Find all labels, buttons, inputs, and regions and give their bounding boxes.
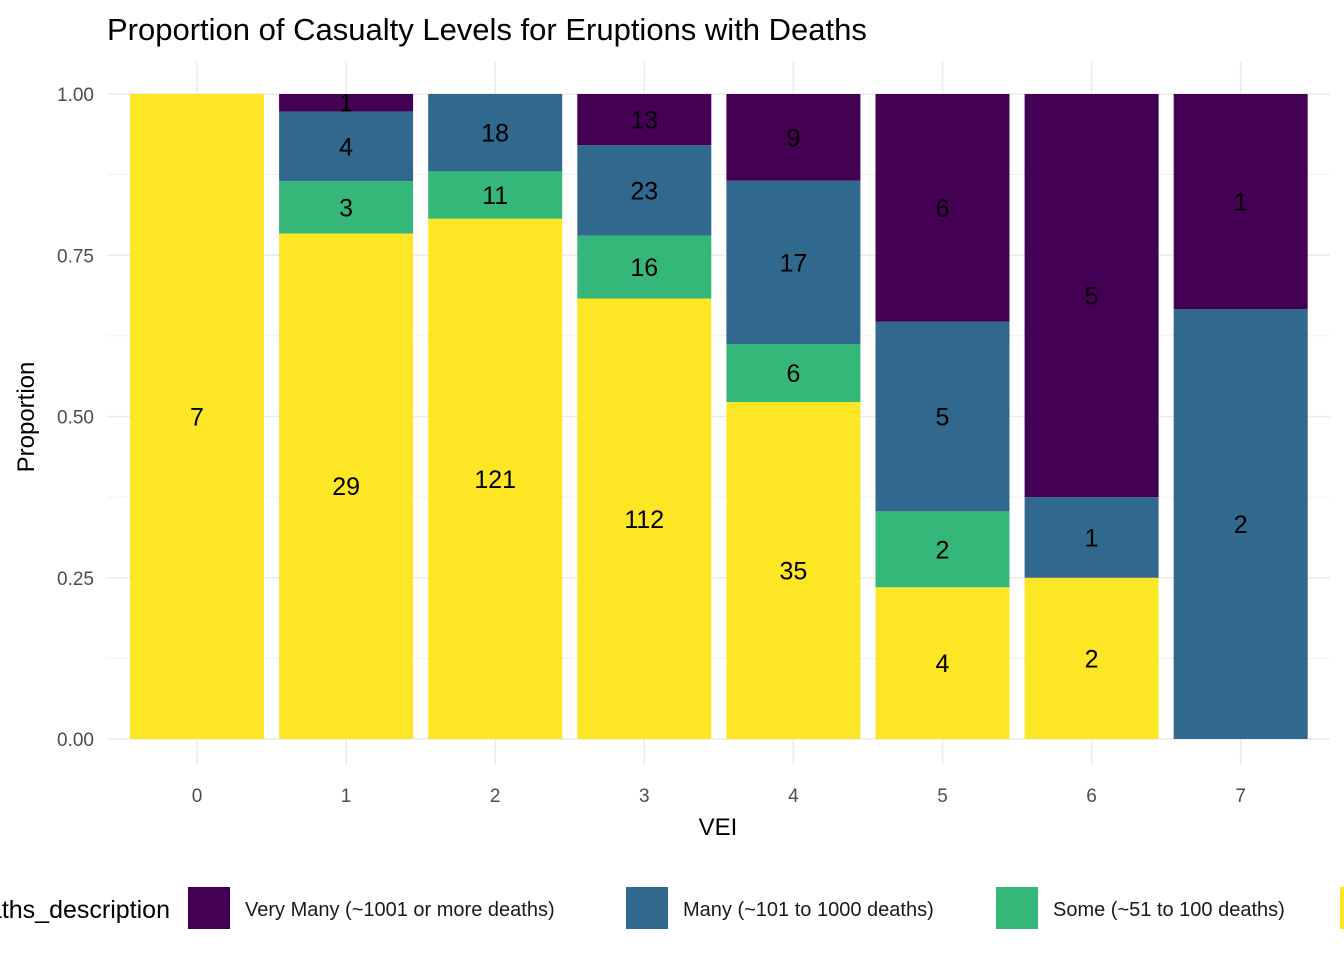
bar-segment-label: 16 bbox=[630, 254, 658, 282]
bar-segment-label: 4 bbox=[936, 650, 950, 678]
bar-segment bbox=[1024, 94, 1159, 498]
x-tick-label: 1 bbox=[341, 786, 352, 807]
legend-key bbox=[996, 887, 1038, 929]
bar-segment bbox=[1024, 497, 1159, 578]
bar-segment bbox=[279, 94, 414, 112]
legend-title: deaths_description bbox=[0, 896, 170, 924]
bar-segment bbox=[428, 218, 563, 739]
y-tick-label: 0.75 bbox=[57, 246, 94, 267]
x-axis-title: VEI bbox=[699, 814, 738, 841]
bar-segment bbox=[726, 402, 861, 739]
bar-segment bbox=[279, 111, 414, 182]
legend: deaths_description Very Many (~1001 or m… bbox=[0, 887, 1344, 929]
bar-segment bbox=[279, 181, 414, 234]
bar-segment bbox=[1173, 309, 1308, 739]
x-tick-label: 7 bbox=[1235, 786, 1246, 807]
bar-segment-label: 5 bbox=[1085, 283, 1099, 311]
x-tick-label: 4 bbox=[788, 786, 799, 807]
legend-label: Very Many (~1001 or more deaths) bbox=[245, 899, 555, 921]
legend-key bbox=[1340, 887, 1344, 929]
bar-segment-label: 121 bbox=[474, 466, 516, 494]
bar-segment bbox=[875, 321, 1010, 512]
y-tick-label: 0.00 bbox=[57, 730, 94, 751]
x-tick-label: 2 bbox=[490, 786, 501, 807]
bar-segment-label: 17 bbox=[779, 249, 807, 277]
bar-segment-label: 7 bbox=[190, 404, 204, 432]
bar-segment bbox=[428, 171, 563, 219]
bar-segment-label: 1 bbox=[1085, 524, 1099, 552]
bar-segment-label: 11 bbox=[482, 182, 508, 210]
bar-segment-label: 2 bbox=[1085, 645, 1099, 673]
bar-segment-label: 6 bbox=[936, 195, 950, 223]
bar-segment-label: 2 bbox=[936, 536, 950, 564]
y-tick-label: 0.25 bbox=[57, 569, 94, 590]
bar-segment-label: 18 bbox=[481, 120, 509, 148]
y-tick-label: 1.00 bbox=[57, 85, 94, 106]
bar-segment-label: 2 bbox=[1234, 511, 1248, 539]
legend-key bbox=[626, 887, 668, 929]
x-tick-label: 5 bbox=[937, 786, 948, 807]
bar-segment-label: 9 bbox=[786, 124, 800, 152]
bar-segment bbox=[577, 145, 712, 236]
x-tick-label: 3 bbox=[639, 786, 650, 807]
bar-segment-label: 3 bbox=[339, 194, 353, 222]
x-tick-label: 6 bbox=[1086, 786, 1097, 807]
legend-key bbox=[188, 887, 230, 929]
bar-segment bbox=[875, 587, 1010, 739]
bar-segment-label: 6 bbox=[786, 360, 800, 388]
bar-segment bbox=[428, 94, 563, 172]
bar-segment bbox=[726, 94, 861, 181]
bar-segment bbox=[577, 235, 712, 299]
bar-segment bbox=[726, 180, 861, 345]
bar-labels: 7 29 3 4 1 121 11 18 112 16 23 13 35 6 17 9 4 2 5 6 2 1 5 2 1 bbox=[190, 90, 1248, 678]
y-tick-label: 0.50 bbox=[57, 408, 94, 429]
bar-segment-label: 1 bbox=[1234, 189, 1248, 217]
bar-segment-label: 5 bbox=[936, 404, 950, 432]
bar-segment-label: 1 bbox=[339, 90, 353, 118]
legend-label: Some (~51 to 100 deaths) bbox=[1053, 899, 1285, 921]
bar-segment-label: 13 bbox=[630, 107, 658, 135]
bar-segment bbox=[1173, 94, 1308, 309]
bar-segment-label: 4 bbox=[339, 133, 353, 161]
bar-segment bbox=[875, 511, 1010, 588]
bar-segment bbox=[1024, 577, 1159, 739]
bar-segment bbox=[577, 94, 712, 146]
legend-label: Many (~101 to 1000 deaths) bbox=[683, 899, 934, 921]
bar-segment bbox=[130, 94, 264, 739]
bar-segment-label: 112 bbox=[624, 506, 664, 534]
bar-segment-label: 35 bbox=[779, 558, 807, 586]
bar-segment-label: 29 bbox=[332, 473, 360, 501]
chart-title: Proportion of Casualty Levels for Erupti… bbox=[107, 12, 867, 47]
y-axis-ticks: 0.00 0.25 0.50 0.75 1.00 bbox=[57, 85, 94, 751]
bar-segment bbox=[726, 344, 861, 403]
bar-segment-label: 23 bbox=[630, 177, 658, 205]
bar-segment bbox=[279, 233, 414, 739]
bar-segment bbox=[875, 94, 1010, 322]
bars bbox=[130, 94, 1308, 739]
y-axis-title: Proportion bbox=[13, 362, 40, 473]
x-tick-label: 0 bbox=[192, 786, 203, 807]
bar-segment bbox=[577, 298, 712, 739]
x-axis-ticks: 0 1 2 3 4 5 6 7 bbox=[192, 786, 1246, 807]
